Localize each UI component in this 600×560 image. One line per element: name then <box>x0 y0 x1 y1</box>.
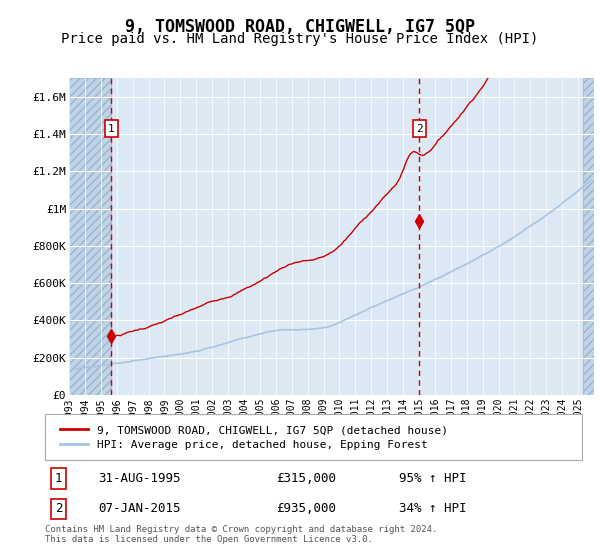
Text: 31-AUG-1995: 31-AUG-1995 <box>98 472 181 485</box>
Text: 07-JAN-2015: 07-JAN-2015 <box>98 502 181 516</box>
Text: £935,000: £935,000 <box>276 502 336 516</box>
Text: 9, TOMSWOOD ROAD, CHIGWELL, IG7 5QP: 9, TOMSWOOD ROAD, CHIGWELL, IG7 5QP <box>125 18 475 36</box>
Bar <box>69 78 112 395</box>
Bar <box>583 78 594 395</box>
Text: 1: 1 <box>55 472 62 485</box>
Text: 2: 2 <box>416 124 422 134</box>
FancyBboxPatch shape <box>45 414 582 460</box>
Text: 34% ↑ HPI: 34% ↑ HPI <box>400 502 467 516</box>
Text: 1: 1 <box>108 124 115 134</box>
Legend: 9, TOMSWOOD ROAD, CHIGWELL, IG7 5QP (detached house), HPI: Average price, detach: 9, TOMSWOOD ROAD, CHIGWELL, IG7 5QP (det… <box>56 421 452 454</box>
Text: 95% ↑ HPI: 95% ↑ HPI <box>400 472 467 485</box>
Bar <box>69 78 112 395</box>
Text: £315,000: £315,000 <box>276 472 336 485</box>
Text: Price paid vs. HM Land Registry's House Price Index (HPI): Price paid vs. HM Land Registry's House … <box>61 32 539 46</box>
Text: 2: 2 <box>55 502 62 516</box>
Text: Contains HM Land Registry data © Crown copyright and database right 2024.
This d: Contains HM Land Registry data © Crown c… <box>45 525 437 544</box>
Bar <box>583 78 594 395</box>
